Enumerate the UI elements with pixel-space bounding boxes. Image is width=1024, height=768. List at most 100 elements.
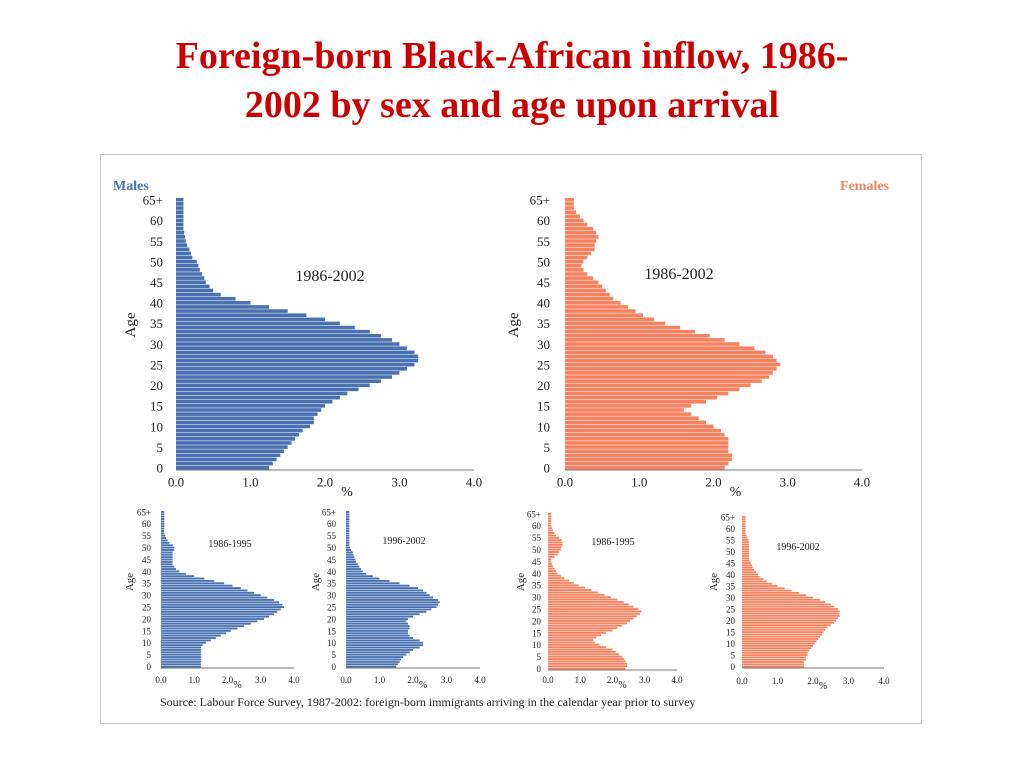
bar-males-1986-1995-age-50 <box>161 546 175 549</box>
bar-males-1986-2002-age-45 <box>176 280 206 285</box>
bar-males-1986-1995-age-51 <box>161 544 173 547</box>
bar-females-1996-2002-age-1 <box>742 663 805 666</box>
bar-males-1996-2002-age-23 <box>346 610 427 613</box>
y-tick-label-females-1996-2002-35: 35 <box>726 581 736 591</box>
y-tick-label-males-1996-2002-10: 10 <box>327 638 337 648</box>
bar-females-1986-2002-age-53 <box>565 247 595 252</box>
bar-females-1986-2002-age-34 <box>565 325 681 330</box>
bar-females-1986-1995-age-1 <box>548 665 628 668</box>
bar-females-1986-1995-age-53 <box>548 541 563 544</box>
x-tick-label-males-1986-2002-3.0: 3.0 <box>391 475 407 490</box>
bar-males-1986-1995-age-28 <box>161 599 275 601</box>
x-tick-label-females-1986-1995-0.0: 0.0 <box>542 675 554 685</box>
bar-females-1986-1995-age-59 <box>548 527 552 530</box>
bar-females-1996-2002-age-7 <box>742 649 810 652</box>
bar-males-1996-2002-age-28 <box>346 599 439 601</box>
y-tick-label-males-1996-2002-5: 5 <box>332 650 337 660</box>
bar-females-1986-2002-age-35 <box>565 321 666 326</box>
x-tick-label-males-1986-1995-4.0: 4.0 <box>288 675 300 685</box>
slide-title-line-1: Foreign-born Black-African inflow, 1986- <box>175 35 849 77</box>
bar-males-1996-2002-age-46 <box>346 556 355 559</box>
bar-males-1986-2002-age-58 <box>176 226 184 231</box>
bar-females-1996-2002-age-18 <box>742 624 831 627</box>
bar-males-1996-2002-age-13 <box>346 634 410 637</box>
x-axis-label-females-1996-2002: % <box>819 681 827 692</box>
bar-males-1996-2002-age-4 <box>346 656 403 658</box>
bar-females-1986-1995-age-14 <box>548 634 602 637</box>
bar-females-1986-2002-age-49 <box>565 263 582 268</box>
bar-males-1986-2002-age-39 <box>176 305 270 309</box>
bar-males-1986-1995-age-58 <box>161 527 165 530</box>
bar-females-1986-2002-age-43 <box>565 288 606 293</box>
x-axis-label-males-1986-1995: % <box>233 680 241 691</box>
bar-males-1986-2002-age-5 <box>176 445 288 449</box>
y-tick-label-females-1986-1995-60: 60 <box>532 521 542 531</box>
bar-males-1986-2002-age-62 <box>176 210 184 214</box>
bar-males-1996-2002-age-17 <box>346 625 410 628</box>
bar-males-1996-2002-age-62 <box>346 518 350 521</box>
bar-females-1986-1995-age-55 <box>548 536 560 539</box>
bar-males-1986-1995-age-61 <box>161 520 165 523</box>
bar-females-1986-2002-age-17 <box>565 395 718 400</box>
bar-females-1986-2002-age-2 <box>565 457 733 462</box>
y-tick-label-males-1986-2002-60: 60 <box>150 213 163 228</box>
bar-females-1986-2002-age-23 <box>565 371 773 375</box>
source-note: Source: Labour Force Survey, 1987-2002: … <box>160 695 696 709</box>
bar-females-1986-1995-age-56 <box>548 534 557 537</box>
bar-females-1986-2002-age-50 <box>565 259 584 264</box>
bar-males-1996-2002-age-11 <box>346 639 420 642</box>
bar-males-1996-2002-age-14 <box>346 632 408 635</box>
bar-females-1986-2002-age-47 <box>565 272 588 276</box>
bar-females-1996-2002-age-53 <box>742 543 750 546</box>
y-tick-label-females-1986-2002-15: 15 <box>537 399 550 414</box>
bar-males-1986-2002-age-43 <box>176 288 214 293</box>
bar-females-1996-2002-age-31 <box>742 594 806 597</box>
bar-males-1996-2002-age-44 <box>346 560 357 563</box>
bar-males-1996-2002-age-1 <box>346 663 398 666</box>
x-tick-label-females-1986-1995-3.0: 3.0 <box>639 675 651 685</box>
bar-females-1986-2002-age-4 <box>565 449 729 454</box>
bar-females-1986-2002-age-0 <box>565 465 725 470</box>
x-tick-label-males-1986-1995-1.0: 1.0 <box>189 675 201 685</box>
bar-males-1986-2002-age-50 <box>176 259 197 264</box>
x-axis-label-females-1986-1995: % <box>618 680 626 691</box>
y-tick-label-females-1986-1995-45: 45 <box>532 557 542 567</box>
bar-females-1996-2002-age-8 <box>742 647 812 650</box>
period-label-males-1986-2002: 1986-2002 <box>295 268 364 285</box>
bar-females-1986-1995-age-62 <box>548 520 552 523</box>
bar-females-1996-2002-age-52 <box>742 545 750 548</box>
y-tick-label-males-1996-2002-60: 60 <box>327 519 337 529</box>
bar-females-1986-1995-age-7 <box>548 650 616 653</box>
bar-males-1986-2002-age-46 <box>176 276 205 280</box>
bar-males-1986-1995-age-12 <box>161 637 216 639</box>
y-tick-label-males-1986-2002-20: 20 <box>150 378 163 393</box>
bar-females-1986-1995-age-9 <box>548 646 607 649</box>
bar-males-1996-2002-age-34 <box>346 584 410 587</box>
bar-females-1986-1995-age-42 <box>548 567 555 570</box>
bar-females-1986-2002-age-39 <box>565 305 629 309</box>
bar-females-1986-2002-age-25 <box>565 362 781 367</box>
bar-females-1986-1995-age-63 <box>548 517 552 520</box>
bar-males-1986-1995-age-54 <box>161 537 166 540</box>
bar-females-1996-2002-age-57 <box>742 534 747 537</box>
bar-females-1986-2002-age-59 <box>565 222 588 227</box>
y-tick-label-females-1996-2002-30: 30 <box>726 593 736 603</box>
bar-males-1986-2002-age-33 <box>176 329 370 334</box>
bar-females-1986-2002-age-13 <box>565 412 692 416</box>
bar-males-1996-2002-age-7 <box>346 648 413 651</box>
bar-males-1996-2002-age-22 <box>346 613 420 616</box>
bar-males-1986-2002-age-52 <box>176 251 191 256</box>
y-tick-label-males-1996-2002-30: 30 <box>327 591 337 601</box>
y-tick-label-males-1986-2002-0: 0 <box>157 460 164 475</box>
bar-males-1986-2002-age-32 <box>176 334 381 338</box>
bar-males-1986-2002-age-16 <box>176 399 333 404</box>
bar-females-1996-2002-age-64 <box>742 518 746 521</box>
bar-females-1986-1995-age-50 <box>548 548 561 551</box>
bar-females-1986-2002-age-3 <box>565 453 733 458</box>
bar-males-1986-1995-age-24 <box>161 608 281 611</box>
x-tick-label-females-1986-2002-4.0: 4.0 <box>854 475 870 490</box>
bar-males-1996-2002-age-57 <box>346 530 350 532</box>
y-tick-label-males-1986-2002-25: 25 <box>150 357 163 372</box>
y-tick-label-males-1986-2002-45: 45 <box>150 275 163 290</box>
bar-males-1996-2002-age-35 <box>346 582 400 585</box>
